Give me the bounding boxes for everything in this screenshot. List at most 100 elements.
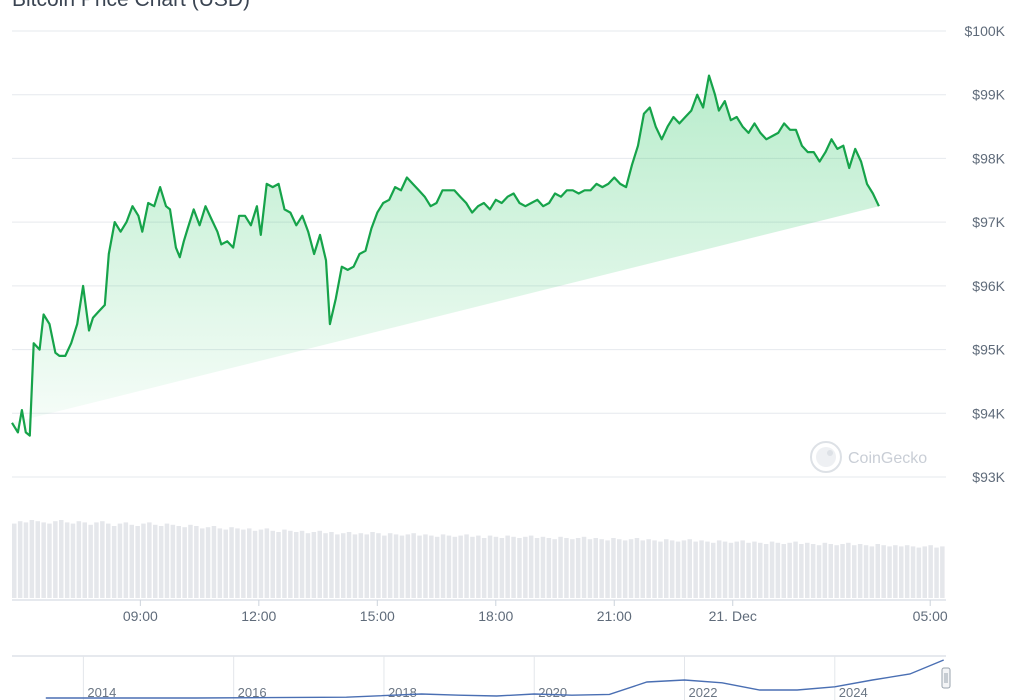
volume-bar xyxy=(752,541,757,598)
volume-bar xyxy=(88,524,93,598)
volume-bar xyxy=(341,533,346,598)
volume-bar xyxy=(387,533,393,598)
volume-bar xyxy=(622,540,628,598)
volume-bar xyxy=(405,534,411,598)
volume-bar xyxy=(76,521,82,598)
volume-bar xyxy=(346,532,352,598)
x-tick-label: 21:00 xyxy=(597,608,632,624)
volume-bar xyxy=(382,535,387,598)
volume-bar xyxy=(787,542,792,598)
volume-bar xyxy=(12,523,17,598)
x-tick-label: 15:00 xyxy=(360,608,395,624)
volume-bar xyxy=(411,533,416,598)
range-navigator[interactable]: 2014 2016 2018 2020 2022 2024 xyxy=(12,655,951,700)
volume-bar xyxy=(288,530,293,598)
volume-bar xyxy=(135,526,140,598)
y-tick-label: $97K xyxy=(972,214,1005,230)
volume-bar xyxy=(481,538,487,598)
volume-bar xyxy=(147,522,152,598)
volume-bar xyxy=(434,536,440,598)
volume-bar xyxy=(805,542,810,598)
volume-bar xyxy=(523,536,528,598)
volume-bar xyxy=(53,521,58,598)
volume-bar xyxy=(282,529,287,598)
volume-bar xyxy=(746,542,751,598)
volume-bar xyxy=(59,520,64,598)
x-axis-labels: 09:00 12:00 15:00 18:00 21:00 21. Dec 05:00 xyxy=(123,608,948,624)
volume-bar xyxy=(258,529,264,598)
volume-bar xyxy=(376,533,381,598)
volume-bar xyxy=(129,524,134,598)
volume-bar xyxy=(822,542,828,598)
volume-bar xyxy=(111,526,117,598)
volume-bar xyxy=(511,536,516,598)
volume-bar xyxy=(464,534,469,598)
navigator-handle[interactable] xyxy=(941,667,951,689)
volume-bar xyxy=(810,544,816,598)
volume-bar xyxy=(364,534,369,598)
volume-bar xyxy=(640,540,645,598)
volume-bar xyxy=(452,536,458,598)
volume-bar xyxy=(429,535,434,598)
volume-bar xyxy=(94,522,99,598)
volume-bar xyxy=(740,540,745,598)
volume-bar xyxy=(681,540,687,598)
volume-bar xyxy=(499,538,505,598)
volume-bar xyxy=(35,521,40,598)
volume-bar xyxy=(940,546,945,598)
volume-bar xyxy=(687,539,692,598)
volume-bar xyxy=(70,523,76,598)
volume-bar xyxy=(200,528,205,598)
y-tick-label: $99K xyxy=(972,87,1005,103)
volume-bar xyxy=(828,544,833,598)
volume-bar xyxy=(235,528,240,598)
coingecko-watermark: CoinGecko xyxy=(810,441,927,473)
volume-bar xyxy=(875,544,880,598)
volume-bar xyxy=(816,545,822,598)
navigator-year-label: 2014 xyxy=(87,685,116,700)
volume-bar xyxy=(652,540,657,598)
volume-bar xyxy=(646,539,651,598)
volume-bar xyxy=(164,523,170,598)
volume-bar xyxy=(153,524,158,598)
volume-bar xyxy=(123,522,129,598)
volume-bar xyxy=(910,546,916,598)
volume-bar xyxy=(82,522,87,598)
volume-bar xyxy=(170,524,176,598)
y-tick-label: $95K xyxy=(972,342,1005,358)
volume-bar xyxy=(593,538,598,598)
volume-bar xyxy=(458,535,463,598)
x-tick-label: 09:00 xyxy=(123,608,158,624)
volume-bar xyxy=(716,540,722,598)
volume-bar xyxy=(423,534,428,598)
volume-bars xyxy=(12,520,945,598)
volume-bar xyxy=(869,546,875,598)
volume-bar xyxy=(470,536,475,598)
volume-bar xyxy=(317,530,322,598)
volume-bar xyxy=(893,545,898,598)
volume-bar xyxy=(658,541,663,598)
volume-bar xyxy=(47,523,52,598)
volume-bar xyxy=(546,538,552,598)
volume-bar xyxy=(769,541,775,598)
volume-bar xyxy=(599,539,604,598)
volume-bar xyxy=(581,536,587,598)
volume-bar xyxy=(217,528,223,598)
volume-bar xyxy=(487,535,493,598)
x-tick-label: 18:00 xyxy=(478,608,513,624)
y-tick-label: $96K xyxy=(972,278,1005,294)
navigator-year-label: 2016 xyxy=(238,685,267,700)
volume-bar xyxy=(899,546,904,598)
volume-bar xyxy=(223,529,228,598)
y-tick-label: $100K xyxy=(965,23,1006,39)
volume-bar xyxy=(846,542,851,598)
navigator-grid xyxy=(82,656,836,700)
volume-bar xyxy=(840,544,845,598)
volume-bar xyxy=(446,535,452,598)
volume-bar xyxy=(393,534,399,598)
volume-bar xyxy=(564,538,569,598)
volume-bar xyxy=(476,535,481,598)
volume-bar xyxy=(41,522,46,598)
volume-bar xyxy=(857,544,863,598)
